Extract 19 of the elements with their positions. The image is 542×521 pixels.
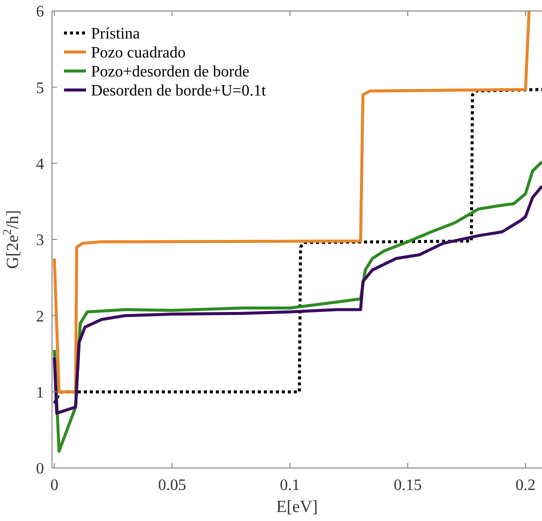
y-tick-label: 5	[36, 80, 44, 97]
legend-label: Desorden de borde+U=0.1t	[91, 82, 266, 100]
y-tick-label: 4	[36, 156, 44, 173]
x-tick-label: 0.05	[158, 477, 186, 494]
x-tick-label: 0.2	[516, 477, 536, 494]
legend-label: Prístina	[91, 26, 140, 43]
legend-label: Pozo cuadrado	[91, 44, 186, 62]
line-series	[52, 184, 542, 415]
y-tick-label: 2	[36, 308, 44, 326]
legend-label: Pozo+desorden de borde	[91, 64, 250, 81]
x-tick-label: 0.1	[280, 477, 300, 494]
y-tick-label: 0	[36, 460, 44, 478]
y-tick-label: 6	[36, 4, 44, 21]
x-tick-label: 0	[50, 477, 58, 494]
x-axis-title: E[eV]	[276, 497, 318, 516]
y-tick-label: 1	[36, 384, 44, 402]
x-tick-label: 0.15	[394, 477, 422, 494]
line-series	[52, 11, 531, 394]
y-tick-label: 3	[36, 232, 44, 250]
